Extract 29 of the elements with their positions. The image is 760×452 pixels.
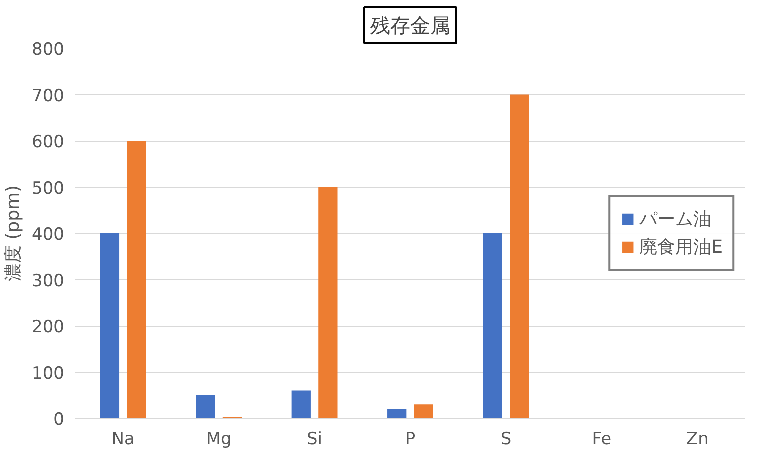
bar: [510, 94, 530, 418]
y-tick-label: 700: [32, 86, 65, 106]
y-tick-label: 400: [32, 225, 65, 245]
bar: [388, 409, 407, 418]
bar: [292, 390, 311, 418]
x-tick-label: Mg: [206, 430, 232, 450]
y-tick-label: 200: [32, 318, 65, 338]
legend-label: パーム油: [640, 208, 712, 231]
bar: [100, 234, 120, 418]
x-tick-label: S: [500, 430, 512, 450]
x-tick-label: P: [405, 430, 416, 450]
y-tick-label: 600: [32, 132, 65, 152]
x-tick-label: Na: [112, 430, 135, 450]
x-tick-label: Zn: [686, 430, 709, 450]
bar: [318, 187, 338, 418]
y-tick-label: 800: [32, 40, 65, 60]
x-tick-label: Fe: [592, 430, 612, 450]
bar: [127, 141, 146, 418]
bar: [483, 234, 502, 418]
y-tick-label: 300: [32, 271, 65, 292]
bar: [414, 404, 434, 418]
chart-title: 残存金属: [370, 14, 450, 38]
legend-label: 廃食用油E: [640, 236, 723, 259]
y-tick-label: 0: [54, 410, 65, 430]
x-tick-label: Si: [307, 430, 323, 450]
bar: [196, 395, 216, 418]
y-tick-label: 100: [32, 364, 65, 384]
y-tick-label: 500: [32, 178, 65, 199]
y-axis-title: 濃度 (ppm): [3, 185, 24, 282]
